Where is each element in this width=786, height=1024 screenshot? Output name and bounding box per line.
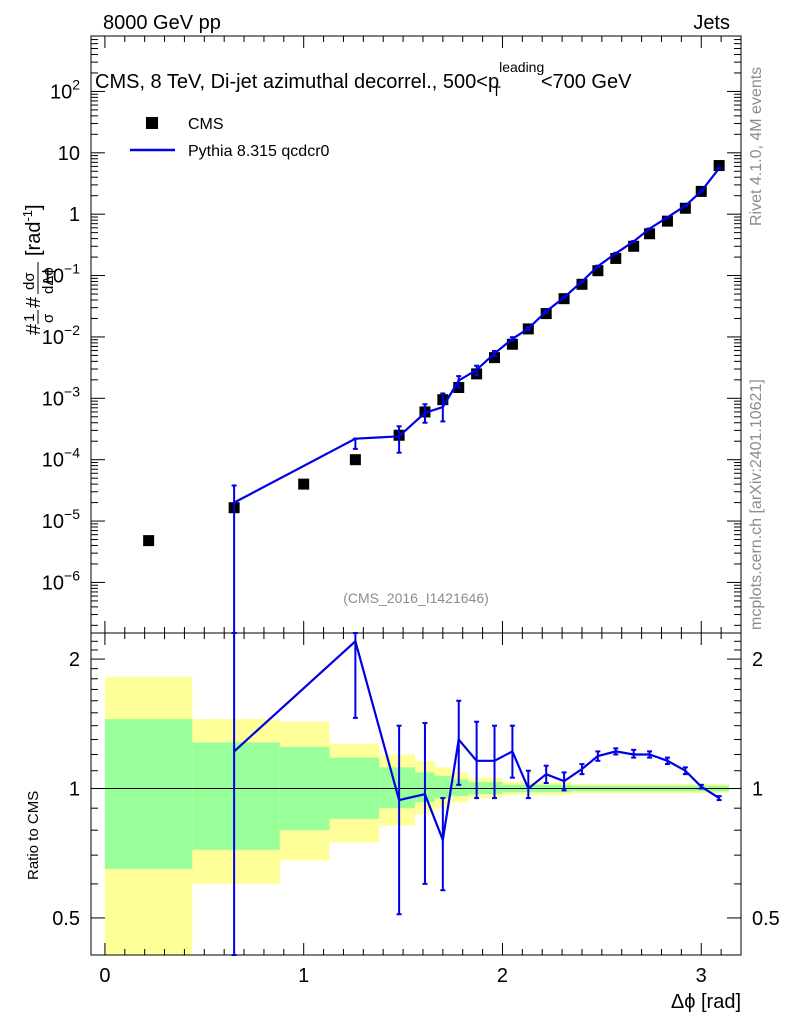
legend-pythia-label: Pythia 8.315 qcdcr0 xyxy=(188,143,330,160)
ratio-data-layer xyxy=(231,632,722,956)
cms-data-point xyxy=(349,454,361,466)
header-right: Jets xyxy=(693,12,730,34)
main-ytick-label: 10−1 xyxy=(42,261,80,288)
legend-cms-marker xyxy=(146,117,158,129)
cms-data-point xyxy=(592,265,604,277)
svg-text:#: # xyxy=(23,296,45,308)
x-tick-label: 1 xyxy=(298,965,309,987)
ratio-band-68 xyxy=(379,767,416,809)
header-left: 8000 GeV pp xyxy=(103,12,221,34)
side-text-mcplots: mcplots.cern.ch [arXiv:2401.10621] xyxy=(748,379,765,630)
analysis-watermark: (CMS_2016_I1421646) xyxy=(343,590,489,606)
legend-cms-label: CMS xyxy=(188,116,224,133)
cms-data-point xyxy=(298,478,310,490)
cms-data-point xyxy=(576,278,588,290)
plot-title: CMS, 8 TeV, Di-jet azimuthal decorrel., … xyxy=(95,59,632,99)
main-ytick-label: 1 xyxy=(69,204,80,226)
main-ytick-label: 10−4 xyxy=(42,445,80,472)
cms-data-point xyxy=(610,252,622,264)
ratio-band-68 xyxy=(192,742,280,850)
cms-data-point xyxy=(679,202,691,214)
main-axis-ticks: 10−6 10−5 10−4 10−3 10−2 10−1 1 10 102 xyxy=(42,35,742,633)
cms-data-point xyxy=(540,308,552,320)
cms-data-point xyxy=(489,352,501,364)
main-ytick-label: 10−3 xyxy=(42,383,80,410)
cms-data-point xyxy=(644,228,656,240)
cms-data-point xyxy=(628,240,640,252)
ratio-ytick-label-right: 2 xyxy=(752,649,763,671)
x-tick-label: 2 xyxy=(497,965,508,987)
ratio-band-68 xyxy=(104,719,193,869)
cms-data-point xyxy=(143,535,155,547)
ratio-ytick-label-left: 0.5 xyxy=(52,908,80,930)
cms-data-point xyxy=(506,338,518,350)
svg-text:σ: σ xyxy=(40,313,57,323)
svg-text:dΔϕ: dΔϕ xyxy=(40,267,57,294)
main-ytick-label: 102 xyxy=(50,76,80,103)
main-ytick-label: 10−2 xyxy=(42,322,80,349)
cms-data-point xyxy=(713,160,725,172)
x-tick-label: 3 xyxy=(696,965,707,987)
pythia-line xyxy=(233,167,720,504)
main-ytick-label: 10−6 xyxy=(42,567,80,594)
svg-text:dσ: dσ xyxy=(21,272,38,290)
ratio-axis-ticks: 0 1 2 3 0.5 0.5 1 1 2 2 xyxy=(52,632,780,987)
x-axis-label: Δϕ [rad] xyxy=(671,991,741,1013)
ratio-ytick-label-left: 2 xyxy=(69,649,80,671)
svg-text:#: # xyxy=(23,323,45,335)
svg-text:1: 1 xyxy=(21,314,38,322)
ratio-band-68 xyxy=(434,775,451,799)
svg-text:[rad-1]: [rad-1] xyxy=(20,204,45,256)
cms-data-point xyxy=(661,215,673,227)
side-text-rivet: Rivet 4.1.0, 4M events xyxy=(748,67,765,226)
ratio-ytick-label-left: 1 xyxy=(69,779,80,801)
x-tick-label: 0 xyxy=(99,965,110,987)
main-ytick-label: 10−5 xyxy=(42,506,80,533)
main-data-layer xyxy=(143,160,725,634)
ratio-panel xyxy=(91,676,741,955)
main-ytick-label: 10 xyxy=(58,143,80,165)
ratio-ytick-label-right: 1 xyxy=(752,779,763,801)
main-ylabel: # 1 σ # dσ dΔϕ [rad-1] xyxy=(20,204,57,335)
ratio-ytick-label-right: 0.5 xyxy=(752,908,780,930)
ratio-band-68 xyxy=(450,779,469,797)
ratio-frame xyxy=(90,632,742,956)
ratio-ylabel: Ratio to CMS xyxy=(25,791,42,880)
